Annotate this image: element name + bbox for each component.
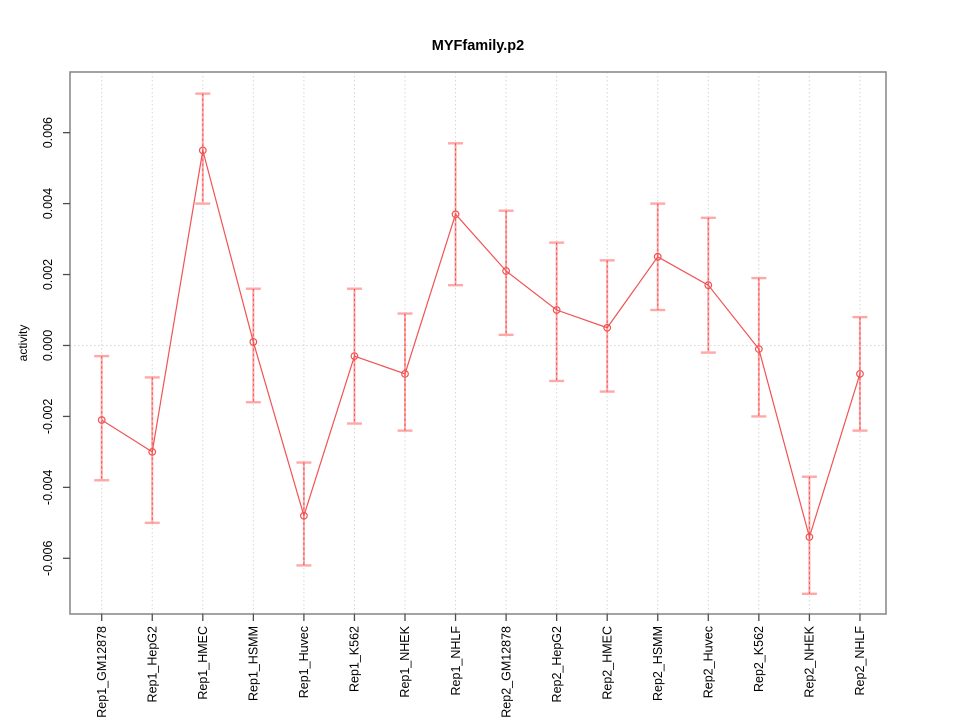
data-point (300, 511, 308, 520)
y-tick-label: 0.000 (41, 330, 55, 361)
x-tick-label: Rep2_K562 (752, 626, 766, 692)
x-tick-label: Rep2_GM12878 (499, 626, 513, 718)
data-point (148, 447, 157, 456)
tick-labels: Rep1_GM12878 Rep1_HepG2 Rep1_HMEC Rep1_HSMM… (41, 117, 867, 718)
plot-border (69, 71, 887, 615)
data-point (249, 338, 258, 346)
series-line (101, 150, 861, 540)
data-point (401, 369, 409, 378)
x-tick-label: Rep2_Huvec (702, 626, 716, 698)
data-line (101, 150, 861, 540)
y-tick-label: -0.002 (41, 399, 55, 434)
data-point (805, 533, 814, 541)
y-tick-label: 0.006 (41, 117, 55, 148)
data-point (653, 252, 662, 261)
data-point (856, 369, 864, 378)
data-point (603, 323, 612, 332)
data-points (97, 146, 864, 541)
data-point (502, 267, 511, 275)
data-point (97, 416, 106, 424)
x-tick-label: Rep2_HSMM (651, 626, 665, 701)
x-tick-label: Rep1_NHLF (449, 626, 463, 696)
data-point (350, 352, 359, 361)
gridlines (70, 72, 886, 614)
x-tick-label: Rep1_HSMM (247, 626, 261, 701)
y-tick-label: -0.006 (41, 541, 55, 576)
x-tick-label: Rep1_NHEK (398, 625, 412, 697)
data-point (754, 345, 763, 353)
y-tick-label: 0.004 (41, 188, 55, 219)
data-point (198, 146, 207, 155)
x-tick-label: Rep2_NHEK (803, 625, 817, 697)
y-tick-label: 0.002 (41, 259, 55, 290)
x-tick-label: Rep2_HepG2 (550, 626, 564, 702)
axes (63, 71, 887, 621)
x-tick-label: Rep1_K562 (348, 626, 362, 692)
y-axis-label: activity (16, 325, 30, 362)
x-tick-label: Rep2_NHLF (853, 626, 867, 696)
x-tick-label: Rep1_GM12878 (95, 626, 109, 718)
error-bars (94, 92, 868, 595)
chart-title: MYFfamily.p2 (432, 38, 524, 54)
y-tick-label: -0.004 (41, 470, 55, 505)
x-tick-label: Rep2_HMEC (600, 626, 614, 700)
data-point (704, 281, 713, 290)
x-tick-label: Rep1_Huvec (297, 626, 311, 698)
x-tick-label: Rep1_HepG2 (145, 626, 159, 702)
data-point (451, 210, 460, 219)
data-point (552, 306, 561, 314)
x-tick-label: Rep1_HMEC (196, 626, 210, 700)
